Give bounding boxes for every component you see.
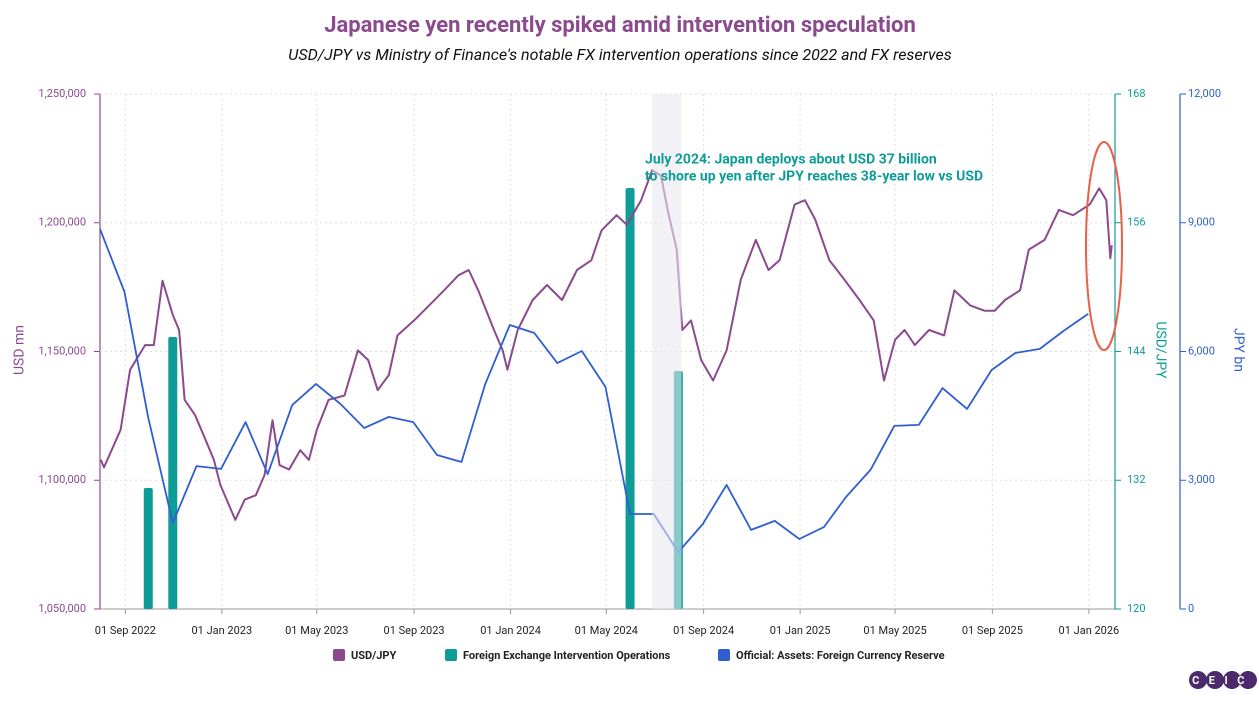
y2-axis-title: USD/JPY	[1152, 321, 1168, 379]
y2-tick-label: 144	[1127, 344, 1146, 357]
x-tick-label: 01 Jan 2026	[1059, 624, 1120, 637]
highlight-fade	[652, 94, 682, 609]
y2-tick-label: 120	[1127, 602, 1146, 615]
legend-swatch	[333, 649, 345, 661]
y3-tick-label: 12,000	[1188, 87, 1221, 100]
x-tick-label: 01 May 2025	[863, 624, 926, 637]
legend-label: Official: Assets: Foreign Currency Reser…	[736, 649, 945, 662]
x-tick-label: 01 Sep 2024	[673, 624, 734, 637]
legend-label: USD/JPY	[351, 649, 396, 662]
legend-swatch	[445, 649, 457, 661]
y-tick-label: 1,200,000	[38, 216, 86, 229]
logo-text: CEIC	[1192, 674, 1254, 687]
annotation: July 2024: Japan deploys about USD 37 bi…	[645, 152, 937, 168]
series-line	[99, 228, 1089, 553]
y3-axis-title: JPY bn	[1230, 328, 1246, 372]
legend-label: Foreign Exchange Intervention Operations	[463, 649, 671, 662]
y3-tick-label: 9,000	[1188, 216, 1215, 229]
x-tick-label: 01 Jan 2024	[480, 624, 541, 637]
x-tick-label: 01 May 2023	[285, 624, 348, 637]
series-line	[99, 169, 1113, 521]
bar	[168, 336, 178, 609]
chart-title: Japanese yen recently spiked amid interv…	[324, 13, 916, 38]
y2-tick-label: 168	[1127, 87, 1146, 100]
x-tick-label: 01 Sep 2025	[962, 624, 1023, 637]
y-tick-label: 1,100,000	[38, 473, 86, 486]
chart-subtitle: USD/JPY vs Ministry of Finance's notable…	[288, 45, 951, 64]
x-tick-label: 01 Sep 2022	[95, 624, 156, 637]
annotation: to shore up yen after JPY reaches 38-yea…	[645, 169, 983, 185]
y-tick-label: 1,250,000	[38, 87, 86, 100]
x-tick-label: 01 May 2024	[575, 624, 638, 637]
y-tick-label: 1,050,000	[38, 602, 86, 615]
legend-swatch	[718, 649, 730, 661]
bar	[143, 488, 153, 609]
y3-tick-label: 0	[1188, 602, 1194, 615]
highlight-ellipse	[1085, 141, 1123, 351]
overlay: July 2024: Japan deploys about USD 37 bi…	[333, 94, 983, 662]
y3-tick-label: 6,000	[1188, 344, 1215, 357]
x-tick-label: 01 Sep 2023	[384, 624, 445, 637]
x-tick-label: 01 Jan 2023	[191, 624, 252, 637]
y2-tick-label: 156	[1127, 216, 1146, 229]
logo: CEIC	[1189, 671, 1257, 689]
y3-tick-label: 3,000	[1188, 473, 1215, 486]
y2-tick-label: 132	[1127, 473, 1146, 486]
x-tick-label: 01 Jan 2025	[770, 624, 831, 637]
y-tick-label: 1,150,000	[38, 344, 86, 357]
y-axis-title: USD mn	[12, 325, 28, 375]
bar	[625, 187, 635, 610]
